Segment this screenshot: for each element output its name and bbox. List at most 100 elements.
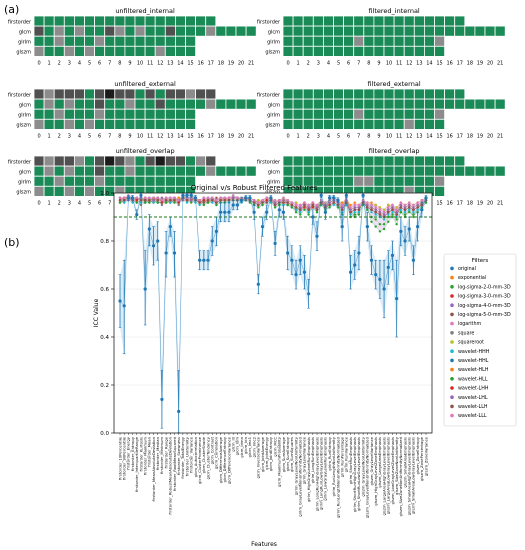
grid-cell	[393, 25, 405, 37]
legend-marker	[450, 367, 454, 372]
x-tick-label: glcm_Imc2	[251, 436, 256, 457]
grid-col-label: 13	[416, 60, 422, 66]
grid-cell	[144, 25, 156, 37]
grid-cell	[373, 35, 385, 47]
data-point	[148, 201, 151, 204]
grid-cell	[43, 185, 55, 197]
grid-cell	[333, 118, 345, 130]
x-tick-label: glrlm_GrayLevelNonUniformity	[293, 436, 298, 495]
data-point	[391, 203, 394, 207]
grid-cell	[53, 45, 65, 57]
grid-col-label: 4	[78, 60, 81, 66]
grid-cell	[423, 155, 435, 167]
grid-cell	[154, 35, 166, 47]
grid-cell	[444, 155, 456, 167]
grid-row-label: firstorder	[8, 159, 32, 165]
x-tick-label: firstorder_Entropy	[130, 436, 135, 471]
data-point	[328, 203, 331, 207]
grid-cell	[33, 45, 45, 57]
grid-col-label: 8	[367, 60, 370, 66]
grid-cell	[74, 45, 85, 57]
data-point	[299, 213, 302, 216]
grid-row-label: glszm	[265, 50, 280, 56]
grid-cell	[195, 98, 207, 110]
grid-cell	[144, 175, 156, 187]
data-point	[139, 199, 143, 202]
grid-cell	[33, 15, 45, 27]
grid-cell	[353, 98, 365, 110]
grid-cell	[353, 88, 365, 100]
chart-title: Original v/s Robust Filtered Features	[191, 184, 318, 192]
grid-cell	[94, 15, 106, 27]
grid-cell	[403, 45, 415, 57]
grid-cell	[84, 45, 96, 57]
data-point	[298, 258, 302, 262]
grid-cell	[164, 118, 176, 130]
data-point	[387, 203, 390, 207]
grid-col-label: 16	[197, 133, 203, 139]
data-point	[307, 211, 310, 214]
grid-col-label: 21	[248, 133, 254, 139]
grid-cell	[363, 118, 375, 130]
grid-cell	[302, 165, 314, 177]
data-point	[185, 199, 189, 202]
grid-cell	[144, 35, 156, 47]
grid-cell	[195, 165, 207, 177]
data-point	[408, 208, 411, 211]
grid-cell	[185, 88, 197, 100]
data-point	[198, 258, 202, 262]
grid-col-label: 16	[446, 60, 452, 66]
legend-label: wavelet-LLL	[458, 413, 487, 419]
x-tick-label: glszm_ZoneEntropy	[415, 436, 420, 474]
grid-cell	[333, 25, 345, 37]
grid-col-label: 11	[147, 60, 153, 66]
grid-cell	[43, 45, 55, 57]
grid-cell	[403, 118, 415, 130]
grid-col-label: 3	[317, 60, 320, 66]
grid-cell	[383, 45, 395, 57]
grid-cell	[104, 35, 116, 47]
legend-marker	[450, 294, 454, 298]
data-point	[202, 258, 206, 262]
grid-col-label: 2	[58, 133, 61, 139]
grid-cell	[474, 25, 486, 37]
grid-cell	[43, 175, 55, 187]
grid-cell	[74, 98, 85, 110]
data-point	[160, 199, 164, 202]
grid-col-label: 1	[297, 60, 300, 66]
x-tick-label: firstorder_Uniformity	[184, 436, 189, 476]
data-point	[353, 211, 356, 214]
grid-cell	[464, 98, 476, 110]
data-point	[420, 199, 424, 202]
x-tick-label: firstorder_Variance	[189, 436, 194, 473]
legend-box	[443, 253, 517, 427]
grid-cell	[205, 98, 217, 110]
grid-cell	[464, 165, 476, 177]
grid-cell	[484, 165, 496, 177]
data-point	[139, 193, 143, 197]
grid-cell	[363, 45, 375, 57]
data-point	[315, 234, 319, 238]
data-point	[340, 208, 344, 211]
data-point	[411, 258, 416, 262]
data-point	[151, 244, 156, 248]
grid-col-label: 18	[467, 133, 473, 139]
legend-marker	[450, 413, 454, 418]
grid-cell	[235, 165, 247, 177]
grid-col-label: 12	[157, 133, 163, 139]
grid-col-label: 8	[118, 60, 121, 66]
grid-cell	[154, 175, 166, 187]
data-point	[265, 196, 268, 199]
data-point	[366, 206, 369, 209]
grid-cell	[185, 15, 197, 27]
x-tick-label: firstorder_MeanAbsoluteDeviation	[151, 436, 156, 501]
grid-cell	[383, 108, 395, 120]
grid-cell	[292, 25, 304, 37]
grid-col-label: 2	[58, 60, 61, 66]
grid-cell	[434, 15, 446, 27]
data-point	[156, 199, 159, 202]
x-tick-label: glcm_JointEntropy	[268, 436, 273, 471]
grid-row-label: glcm	[19, 169, 31, 175]
data-point	[135, 201, 138, 204]
grid-cell	[245, 25, 257, 37]
